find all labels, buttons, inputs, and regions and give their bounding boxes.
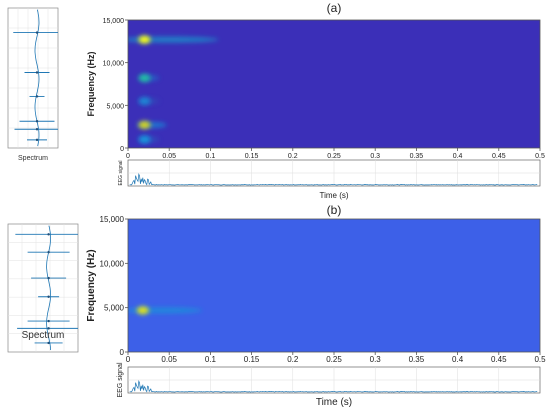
eeg-signal-label: EEG signal — [118, 160, 124, 185]
spectrogram-a-svg: (a) 0 5,000 10,000 15,000 Frequency (Hz) 0 0.05… — [7, 1, 545, 200]
y-tick-label: 10,000 — [100, 259, 125, 268]
x-tick-label: 0.05 — [161, 355, 177, 364]
spectrum-peak-dot — [47, 295, 50, 298]
eeg-trace — [129, 172, 538, 186]
x-tick-label: 0.2 — [287, 355, 299, 364]
y-axis-label: Frequency (Hz) — [86, 51, 96, 116]
x-tick-label: 0.4 — [453, 153, 463, 160]
x-tick-label: 0.15 — [245, 153, 259, 160]
hotspot-group — [128, 306, 203, 315]
spectrum-peak-dot — [47, 341, 50, 345]
y-tick-label: 0 — [120, 146, 124, 153]
y-axis-label: Frequency (Hz) — [86, 249, 97, 321]
x-tick-label: 0.4 — [452, 355, 464, 364]
y-tick-label: 5,000 — [104, 304, 125, 313]
spectrum-peak-dot — [35, 71, 39, 74]
spectrum-label-b: Spectrum — [21, 330, 65, 341]
hotspot — [138, 35, 151, 44]
y-tick-label: 10,000 — [103, 61, 125, 68]
x-tick-label: 0 — [126, 153, 130, 160]
y-tick-label: 5,000 — [106, 103, 124, 110]
spectrum-peak-dot — [47, 319, 50, 323]
x-tick-label: 0.15 — [244, 355, 260, 364]
hotspot — [138, 74, 151, 83]
spectrum-peak-dot — [47, 233, 50, 236]
eeg-signal-label: EEG signal — [117, 362, 124, 397]
figure-panel-b: (b) 0 5,000 10,000 15,000 Frequency (Hz) 0 0.05… — [0, 203, 550, 408]
panel-title: (a) — [327, 1, 342, 15]
heatmap-background — [128, 219, 540, 352]
eeg-trace — [129, 379, 538, 393]
spectrogram-b-svg: (b) 0 5,000 10,000 15,000 Frequency (Hz) 0 0.05… — [7, 203, 546, 408]
spectrum-panel-frame — [7, 223, 79, 353]
x-tick-label: 0.25 — [327, 153, 341, 160]
x-axis-label: Time (s) — [316, 397, 352, 408]
spectrum-peak-dot — [35, 95, 39, 98]
spectrum-trace — [34, 9, 40, 147]
x-axis-label: Time (s) — [319, 191, 348, 200]
x-tick-label: 0.45 — [492, 153, 506, 160]
spectrum-peak-dot — [47, 327, 50, 330]
x-tick-label: 0.1 — [205, 355, 217, 364]
x-tick-label: 0.35 — [410, 153, 424, 160]
spectrum-panel-frame — [7, 7, 59, 149]
spectrum-peak-dot — [35, 31, 39, 34]
hotspot — [138, 135, 151, 144]
x-tick-label: 0.5 — [534, 355, 546, 364]
x-tick-label: 0 — [126, 355, 131, 364]
y-tick-label: 15,000 — [103, 18, 125, 25]
x-tick-label: 0.25 — [326, 355, 342, 364]
spectrum-peak-dot — [47, 276, 50, 280]
figure-panel-a: (a) 0 5,000 10,000 15,000 Frequency (Hz) 0 0.05… — [0, 0, 550, 204]
hotspot — [138, 97, 151, 106]
x-tick-label: 0.35 — [409, 355, 425, 364]
x-tick-label: 0.5 — [535, 153, 545, 160]
x-tick-label: 0.05 — [162, 153, 176, 160]
spectrum-peak-dot — [35, 128, 39, 131]
spectrum-peak-dot — [47, 250, 50, 254]
spectrum-trace — [46, 225, 51, 351]
hotspot-tail — [128, 307, 203, 314]
x-tick-label: 0.1 — [206, 153, 216, 160]
hotspot — [136, 306, 149, 315]
panel-title: (b) — [327, 204, 342, 217]
x-tick-label: 0.3 — [370, 153, 380, 160]
spectrum-peak-dot — [35, 138, 39, 142]
hotspot — [138, 120, 151, 129]
spectrum-label-a: Spectrum — [18, 155, 48, 162]
y-tick-label: 0 — [120, 348, 125, 357]
x-tick-label: 0.3 — [370, 355, 382, 364]
x-tick-label: 0.2 — [288, 153, 298, 160]
spectrum-peak-dot — [35, 120, 39, 123]
hotspot-group — [128, 35, 219, 144]
x-tick-label: 0.45 — [491, 355, 507, 364]
hotspot-tail — [128, 36, 219, 43]
y-tick-label: 15,000 — [100, 215, 125, 224]
